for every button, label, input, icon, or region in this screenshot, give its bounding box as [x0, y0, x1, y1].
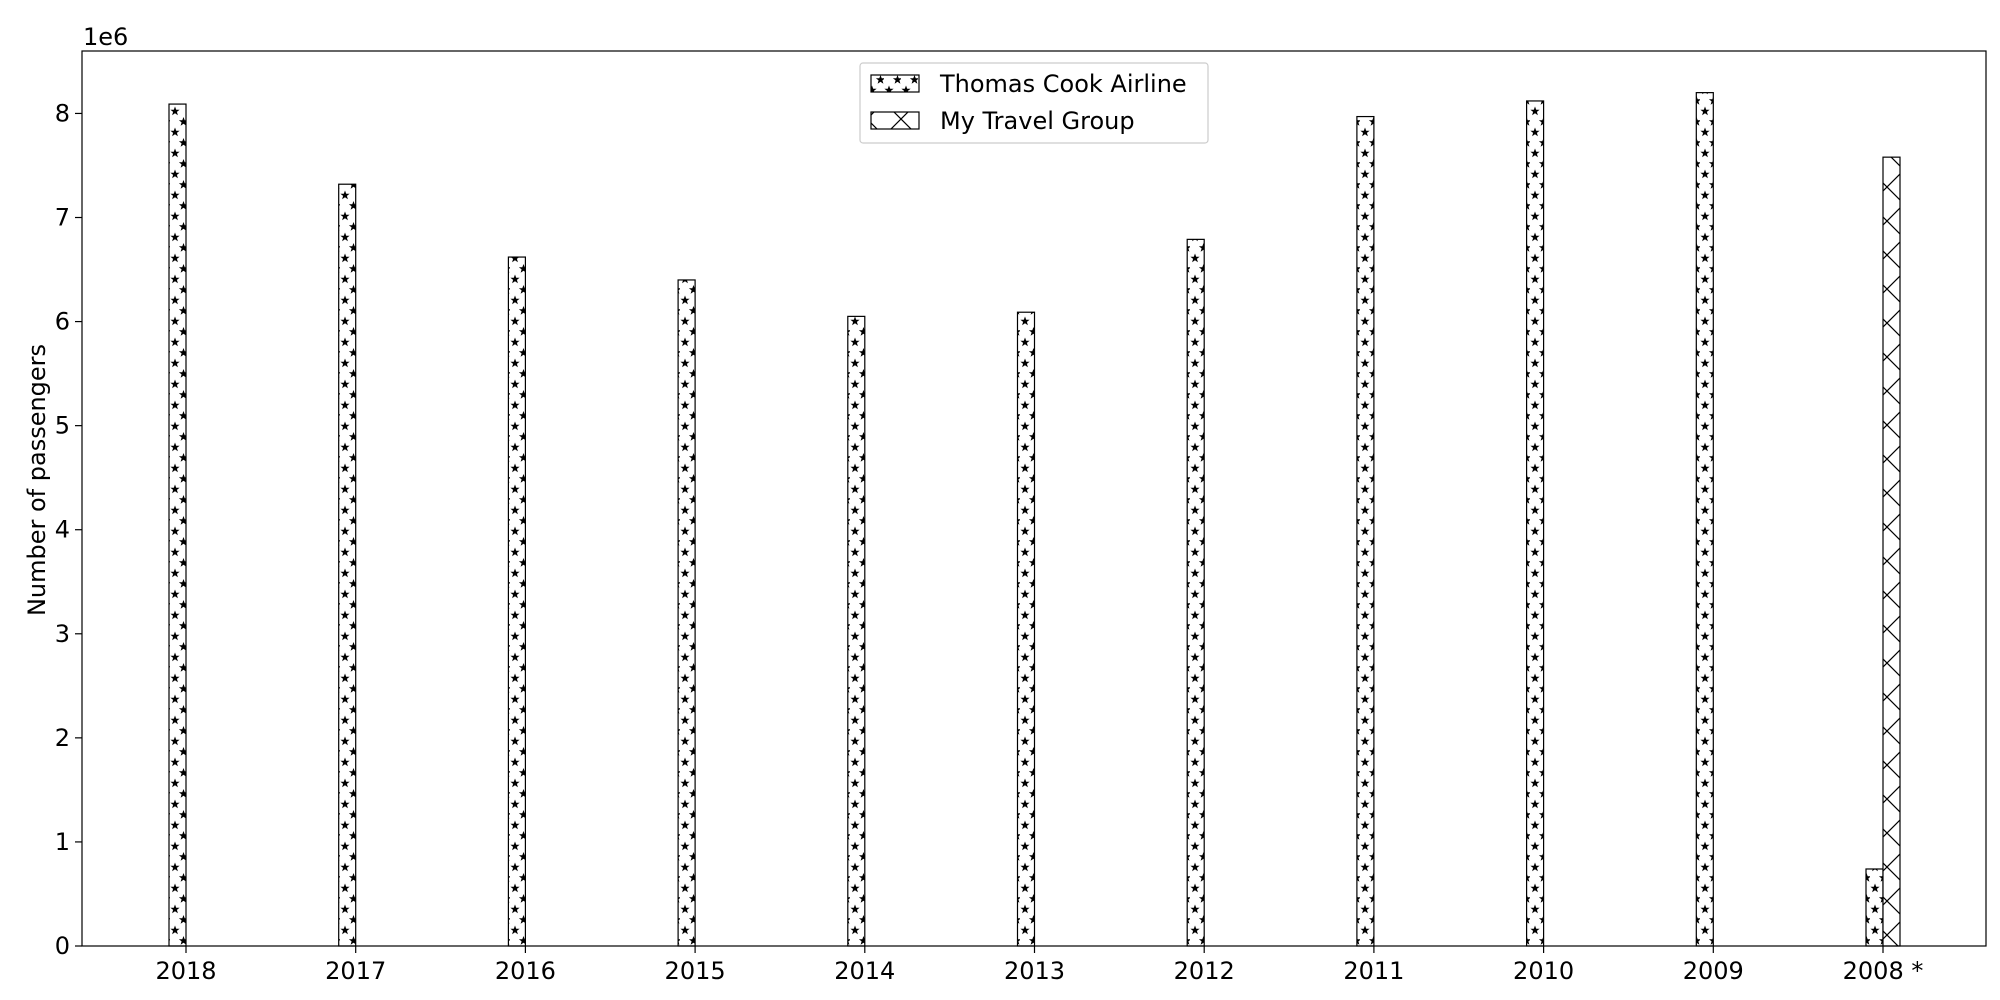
- bar-thomas-cook-airline-3: [677, 279, 696, 947]
- y-tick-label-6: 6: [55, 308, 70, 336]
- x-tick-label-1: 2017: [325, 957, 386, 985]
- y-tick-label-5: 5: [55, 412, 70, 440]
- legend-swatch-thomas-cook-airline: [870, 74, 920, 93]
- legend: Thomas Cook Airline My Travel Group: [859, 62, 1209, 144]
- x-tick-label-5: 2013: [1004, 957, 1065, 985]
- bar-thomas-cook-airline-5: [1016, 311, 1036, 947]
- x-tick-label-7: 2011: [1343, 957, 1404, 985]
- x-tick-label-9: 2009: [1683, 957, 1744, 985]
- x-tick-label-6: 2012: [1174, 957, 1235, 985]
- y-tick-label-0: 0: [55, 932, 70, 960]
- x-tick-label-2: 2016: [495, 957, 556, 985]
- x-tick-label-10: 2008 *: [1843, 957, 1924, 985]
- y-axis-label: Number of passengers: [23, 344, 51, 616]
- y-tick-label-1: 1: [55, 828, 70, 856]
- bar-my-travel-group-10: [1882, 156, 1901, 947]
- bar-thomas-cook-airline-10: [1865, 868, 1884, 947]
- y-tick-label-8: 8: [55, 99, 70, 127]
- bar-thomas-cook-airline-1: [338, 183, 357, 947]
- bar-thomas-cook-airline-2: [507, 256, 526, 947]
- x-tick-label-0: 2018: [155, 957, 216, 985]
- y-tick-label-7: 7: [55, 204, 70, 232]
- y-axis-offset-text: 1e6: [83, 23, 128, 51]
- legend-frame: [859, 62, 1209, 144]
- bar-thomas-cook-airline-8: [1525, 100, 1545, 947]
- bar-thomas-cook-airline-7: [1356, 115, 1375, 947]
- plot-area: [168, 92, 1901, 947]
- x-tick-label-4: 2014: [834, 957, 895, 985]
- y-tick-label-4: 4: [55, 516, 70, 544]
- x-tick-label-8: 2010: [1513, 957, 1574, 985]
- bar-thomas-cook-airline-4: [847, 315, 866, 947]
- bar-thomas-cook-airline-0: [168, 103, 187, 947]
- axes: 0 1 2 3 4 5 6 7 8 2018 2017 2016 2015 2014 2013 2012 201…: [55, 50, 1987, 985]
- y-tick-label-3: 3: [55, 620, 70, 648]
- legend-label-my-travel-group: My Travel Group: [940, 107, 1135, 135]
- bar-thomas-cook-airline-9: [1695, 92, 1714, 947]
- y-tick-label-2: 2: [55, 724, 70, 752]
- bar-thomas-cook-airline-6: [1186, 238, 1205, 947]
- legend-label-thomas-cook-airline: Thomas Cook Airline: [939, 70, 1187, 98]
- legend-swatch-my-travel-group: [870, 111, 920, 130]
- x-tick-label-3: 2015: [665, 957, 726, 985]
